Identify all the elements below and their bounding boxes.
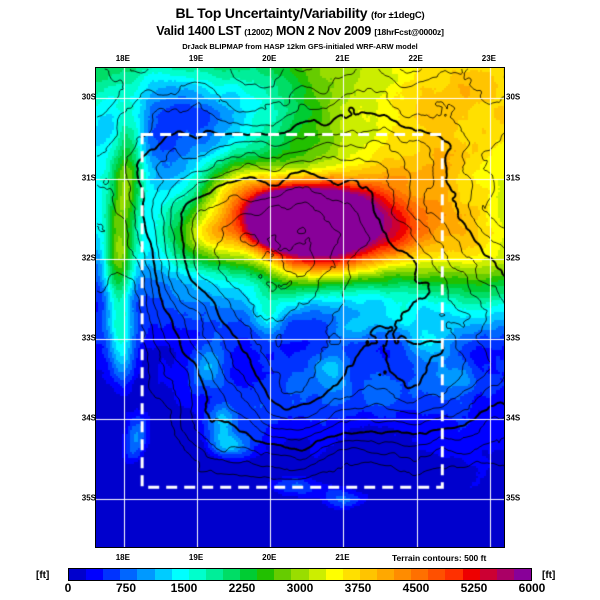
- colorbar-swatch: [137, 569, 155, 580]
- forecast-hour: [18hrFcst@0000z]: [374, 27, 444, 37]
- colorbar-tick-label: 3000: [286, 581, 314, 595]
- uncertainty-heatmap: [96, 68, 504, 547]
- valid-zulu-time: (1200Z): [244, 27, 273, 37]
- colorbar-swatch: [171, 569, 189, 580]
- colorbar-swatch: [308, 569, 326, 580]
- colorbar-swatch: [257, 569, 275, 580]
- colorbar-swatch: [462, 569, 480, 580]
- title-subscript: (for ±1degC): [371, 10, 425, 21]
- lon-label-top: 20E: [262, 54, 277, 63]
- lat-label-right: 31S: [506, 173, 521, 183]
- colorbar-swatch: [342, 569, 360, 580]
- colorbar-swatch: [394, 569, 412, 580]
- lat-label-right: 35S: [506, 493, 521, 503]
- colorbar-tick-label: 2250: [228, 581, 256, 595]
- lat-label-right: 30S: [506, 92, 521, 102]
- lat-label-left: 30S: [81, 92, 96, 102]
- lon-label-bottom: 19E: [188, 553, 204, 562]
- colorbar-swatch: [428, 569, 446, 580]
- lon-label-top: 18E: [115, 54, 130, 63]
- colorbar-swatch: [240, 569, 258, 580]
- map-panel: [95, 67, 505, 548]
- valid-date: MON 2 Nov 2009: [275, 24, 372, 38]
- colorbar-swatch: [479, 569, 497, 580]
- lon-label-top: 21E: [335, 54, 350, 63]
- colorbar-swatch: [222, 569, 241, 580]
- valid-time-line: Valid 1400 LST (1200Z) MON 2 Nov 2009 [1…: [0, 24, 600, 40]
- title-block: BL Top Uncertainty/Variability (for ±1de…: [0, 6, 600, 52]
- title-main: BL Top Uncertainty/Variability: [175, 5, 368, 21]
- colorbar-swatch: [445, 569, 463, 580]
- lon-label-top: 19E: [188, 54, 204, 63]
- lat-label-left: 32S: [81, 253, 96, 263]
- colorbar-swatch: [154, 569, 172, 580]
- colorbar-tick-label: 3750: [344, 581, 372, 595]
- page-title: BL Top Uncertainty/Variability (for ±1de…: [0, 6, 600, 23]
- colorbar-swatch: [325, 569, 343, 580]
- colorbar-swatch: [205, 569, 223, 580]
- colorbar-swatch: [359, 569, 377, 580]
- lat-label-right: 33S: [506, 333, 521, 343]
- colorbar-swatch: [120, 569, 138, 580]
- colorbar-tick-label: 1500: [170, 581, 198, 595]
- lon-label-top: 22E: [408, 54, 423, 63]
- lat-label-left: 34S: [81, 413, 96, 423]
- colorbar-tick-label: 5250: [460, 581, 488, 595]
- colorbar-swatch: [291, 569, 309, 580]
- colorbar-swatch: [69, 569, 87, 580]
- lat-label-left: 35S: [81, 493, 96, 503]
- lat-label-right: 34S: [506, 413, 521, 423]
- colorbar-swatch: [496, 569, 514, 580]
- colorbar-swatch: [274, 569, 292, 580]
- colorbar-swatch: [103, 569, 121, 580]
- colorbar-tick-label: 6000: [518, 581, 546, 595]
- valid-local-time: Valid 1400 LST: [156, 24, 242, 38]
- map-frame: [95, 67, 505, 548]
- colorbar-swatch: [86, 569, 104, 580]
- colorbar-unit-left: [ft]: [36, 570, 50, 581]
- lon-label-bottom: 18E: [115, 553, 130, 562]
- colorbar-tick-label: 0: [64, 581, 72, 595]
- colorbar-swatch: [513, 569, 531, 580]
- colorbar: [68, 568, 532, 581]
- colorbar-unit-right: [ft]: [542, 570, 556, 581]
- lon-label-bottom: 20E: [262, 553, 277, 562]
- terrain-contour-note: Terrain contours: 500 ft: [392, 553, 487, 563]
- colorbar-swatch: [376, 569, 395, 580]
- lon-label-top: 23E: [481, 54, 497, 63]
- lon-label-bottom: 21E: [335, 553, 350, 562]
- colorbar-swatch: [188, 569, 206, 580]
- lat-label-left: 31S: [81, 173, 96, 183]
- model-source-line: DrJack BLIPMAP from HASP 12km GFS-initia…: [182, 42, 418, 51]
- colorbar-swatch: [411, 569, 429, 580]
- colorbar-tick-label: 750: [115, 581, 137, 595]
- lat-label-right: 32S: [506, 253, 521, 263]
- lat-label-left: 33S: [81, 333, 96, 343]
- colorbar-tick-label: 4500: [402, 581, 430, 595]
